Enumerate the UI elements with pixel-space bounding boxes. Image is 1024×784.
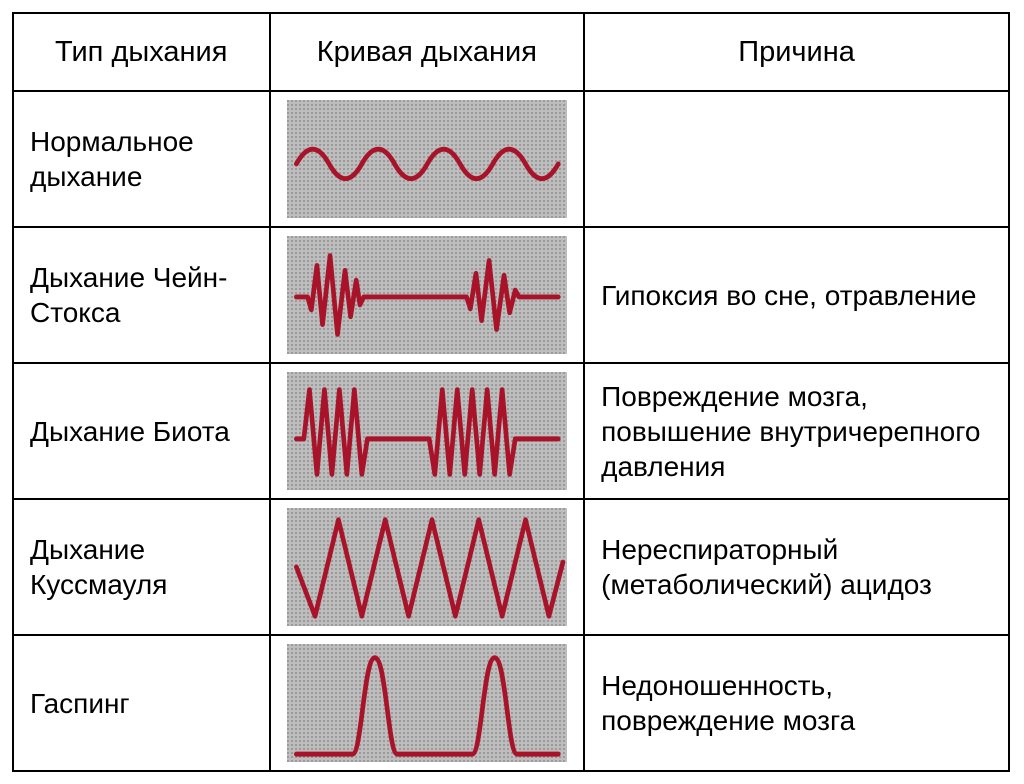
table-row: Дыхание Биота Повреждение мозга, повышен…: [13, 363, 1009, 499]
type-cell: Дыхание Чейн-Стокса: [13, 227, 270, 363]
header-type: Тип дыхания: [13, 13, 270, 91]
header-curve: Кривая дыхания: [270, 13, 585, 91]
cause-cell: Повреждение мозга, повышение внутри­чере…: [584, 363, 1009, 499]
curve-biot: [287, 372, 568, 490]
curve-cell: [270, 635, 585, 771]
curve-cell: [270, 363, 585, 499]
curve-path-gasping: [296, 658, 558, 754]
curve-path-kussmaul: [296, 520, 563, 616]
curve-path-biot: [296, 390, 558, 475]
curve-gasping: [287, 644, 568, 762]
curve-cheyne-stokes: [287, 236, 568, 354]
table-row: Гаспинг Недоношенность, повреждение мозг…: [13, 635, 1009, 771]
type-cell: Дыхание Биота: [13, 363, 270, 499]
curve-cell: [270, 499, 585, 635]
type-cell: Нормальное дыхание: [13, 91, 270, 227]
table-row: Дыхание Куссмауля Нереспираторный (метаб…: [13, 499, 1009, 635]
curve-path-normal: [296, 149, 558, 178]
cause-cell: Нереспираторный (метаболический) ацидоз: [584, 499, 1009, 635]
type-cell: Дыхание Куссмауля: [13, 499, 270, 635]
type-cell: Гаспинг: [13, 635, 270, 771]
cause-cell: Гипоксия во сне, отравление: [584, 227, 1009, 363]
header-row: Тип дыхания Кривая дыхания Причина: [13, 13, 1009, 91]
curve-cell: [270, 227, 585, 363]
header-cause: Причина: [584, 13, 1009, 91]
cause-cell: Недоношенность, повреждение мозга: [584, 635, 1009, 771]
curve-path-cheyne-stokes: [296, 256, 558, 335]
breathing-patterns-table: Тип дыхания Кривая дыхания Причина Норма…: [12, 12, 1010, 772]
curve-normal: [287, 100, 568, 218]
cause-cell: [584, 91, 1009, 227]
table-row: Нормальное дыхание: [13, 91, 1009, 227]
curve-cell: [270, 91, 585, 227]
table-row: Дыхание Чейн-Стокса Гипоксия во сне, отр…: [13, 227, 1009, 363]
curve-kussmaul: [287, 508, 568, 626]
